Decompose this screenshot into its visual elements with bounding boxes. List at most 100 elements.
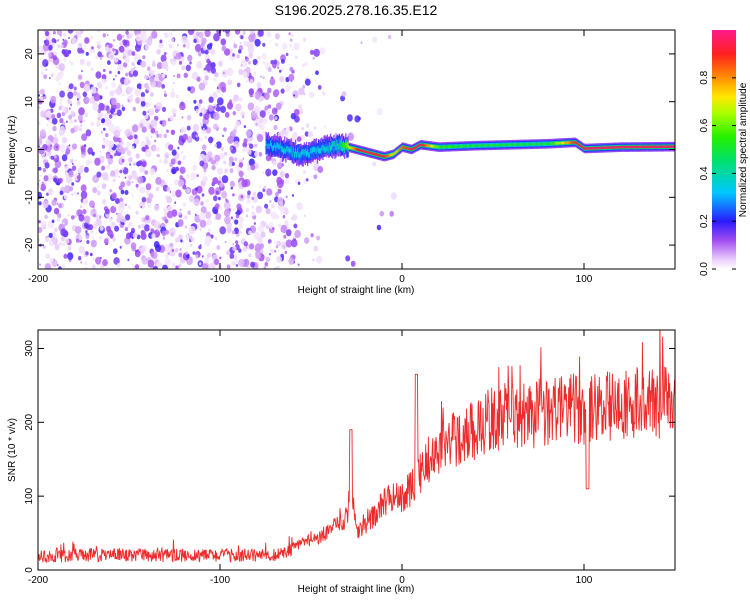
noise-blob bbox=[257, 55, 261, 60]
noise-blob bbox=[257, 191, 264, 200]
noise-blob bbox=[251, 196, 254, 200]
ridge-cell bbox=[360, 149, 362, 152]
noise-blob bbox=[216, 88, 220, 93]
ridge-cell bbox=[558, 142, 560, 145]
noise-blob bbox=[242, 247, 247, 252]
noise-blob bbox=[228, 71, 232, 76]
noise-blob bbox=[90, 121, 95, 127]
noise-blob bbox=[230, 216, 233, 220]
noise-blob bbox=[284, 173, 290, 179]
ridge-cell bbox=[630, 145, 632, 149]
noise-blob bbox=[288, 32, 291, 36]
noise-blob bbox=[229, 168, 234, 174]
noise-blob bbox=[153, 204, 160, 212]
noise-blob bbox=[239, 42, 242, 45]
noise-blob bbox=[145, 215, 150, 221]
noise-blob bbox=[50, 155, 54, 160]
noise-blob bbox=[273, 89, 280, 97]
ridge-cell bbox=[672, 145, 675, 148]
noise-blob bbox=[97, 111, 104, 119]
noise-blob bbox=[201, 144, 207, 151]
noise-blob bbox=[238, 68, 244, 75]
ridge-cell bbox=[340, 137, 343, 148]
ridge-cell bbox=[406, 147, 408, 150]
noise-blob bbox=[275, 245, 279, 249]
noise-blob bbox=[229, 146, 234, 151]
ridge-cell bbox=[390, 153, 392, 157]
noise-blob bbox=[301, 63, 305, 68]
ridge-cell bbox=[397, 149, 399, 152]
noise-blob bbox=[180, 126, 186, 134]
ridge-cell bbox=[394, 151, 396, 155]
ridge-cell bbox=[334, 140, 336, 147]
ridge-cell bbox=[542, 142, 545, 146]
noise-blob bbox=[108, 43, 113, 49]
ridge-cell bbox=[422, 143, 424, 147]
noise-blob bbox=[134, 44, 142, 52]
noise-blob bbox=[274, 33, 280, 40]
noise-blob bbox=[240, 64, 243, 67]
noise-blob bbox=[245, 263, 249, 268]
noise-blob bbox=[83, 96, 90, 105]
noise-blob bbox=[145, 183, 152, 191]
ridge-cell bbox=[357, 148, 359, 151]
ridge-cell bbox=[358, 148, 360, 152]
noise-blob bbox=[116, 33, 123, 41]
ridge-cell bbox=[424, 144, 427, 147]
ridge-cell bbox=[609, 146, 611, 149]
noise-blob bbox=[238, 162, 244, 168]
ridge-cell bbox=[636, 145, 639, 149]
ridge-cell bbox=[415, 146, 417, 149]
noise-blob bbox=[155, 176, 162, 185]
noise-blob bbox=[99, 150, 102, 153]
noise-blob bbox=[275, 42, 278, 47]
noise-blob bbox=[77, 192, 79, 195]
ridge-cell bbox=[385, 154, 387, 158]
noise-blob bbox=[249, 30, 255, 35]
noise-blob bbox=[136, 61, 140, 65]
noise-blob bbox=[84, 215, 91, 224]
noise-blob bbox=[221, 175, 229, 184]
ridge-cell bbox=[351, 147, 354, 150]
noise-blob bbox=[307, 131, 314, 138]
noise-blob bbox=[174, 237, 180, 243]
noise-blob bbox=[278, 224, 281, 228]
noise-blob bbox=[234, 219, 239, 225]
ridge-cell bbox=[379, 154, 381, 157]
ridge-cell bbox=[654, 145, 656, 149]
noise-blob bbox=[103, 127, 106, 131]
noise-blob bbox=[110, 205, 117, 214]
ridge-cell bbox=[576, 142, 578, 145]
noise-blob bbox=[75, 238, 80, 243]
noise-blob bbox=[68, 179, 71, 184]
noise-blob bbox=[113, 129, 121, 138]
ridge-cell bbox=[534, 142, 536, 146]
noise-blob bbox=[43, 74, 48, 80]
noise-blob bbox=[182, 155, 186, 160]
noise-blob bbox=[67, 30, 74, 34]
noise-blob bbox=[196, 77, 201, 82]
noise-blob bbox=[259, 185, 262, 188]
ridge-cell bbox=[349, 146, 351, 149]
noise-blob bbox=[45, 68, 48, 72]
noise-blob bbox=[169, 242, 174, 248]
noise-blob bbox=[238, 222, 244, 229]
noise-blob bbox=[119, 138, 123, 142]
ridge-cell bbox=[651, 145, 653, 149]
noise-blob bbox=[204, 173, 207, 176]
noise-blob bbox=[177, 44, 179, 47]
noise-blob bbox=[263, 185, 267, 190]
noise-blob bbox=[179, 248, 182, 251]
noise-blob bbox=[247, 163, 250, 166]
noise-blob bbox=[42, 245, 46, 249]
noise-blob bbox=[46, 123, 49, 127]
noise-blob bbox=[194, 43, 202, 52]
noise-blob bbox=[134, 250, 141, 258]
noise-blob bbox=[267, 87, 272, 94]
noise-blob bbox=[111, 82, 116, 88]
noise-blob bbox=[105, 118, 112, 127]
noise-blob bbox=[96, 171, 102, 178]
noise-blob bbox=[121, 106, 126, 112]
noise-blob bbox=[151, 62, 156, 68]
noise-blob bbox=[194, 135, 200, 142]
